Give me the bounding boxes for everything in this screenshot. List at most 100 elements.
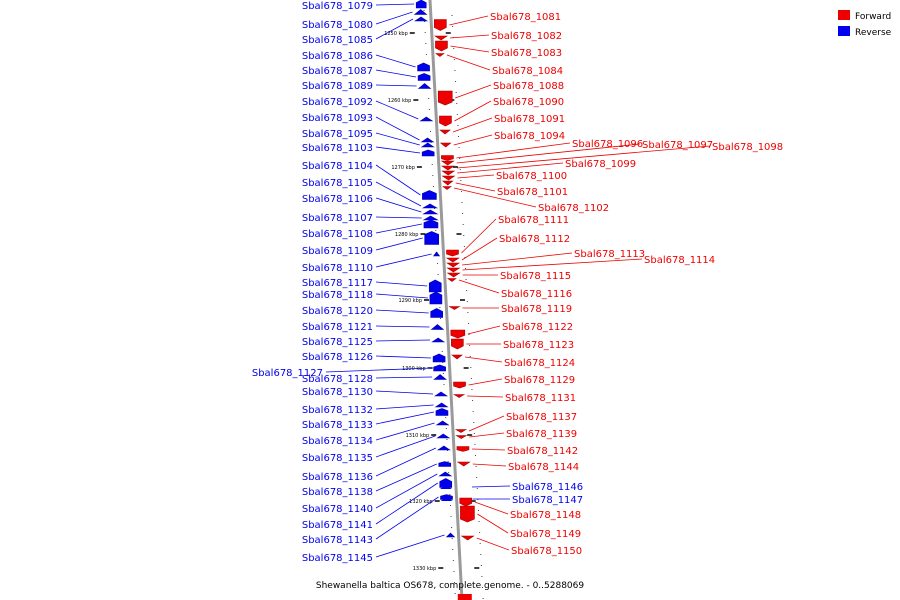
leader-Sbal678_1091	[452, 117, 493, 133]
label-Sbal678_1097: Sbal678_1097	[642, 140, 713, 151]
ruler-minor-dot	[473, 433, 475, 434]
ruler-minor-dot	[475, 466, 477, 467]
gene-Sbal678_1099	[441, 170, 456, 176]
gene-continuation	[457, 594, 472, 600]
leader-Sbal678_1102	[453, 187, 537, 208]
gene-Sbal678_1105	[421, 203, 439, 209]
label-Sbal678_1087: Sbal678_1087	[302, 66, 373, 77]
ruler-minor-dot	[467, 312, 469, 313]
ruler-minor-dot	[464, 257, 466, 258]
label-Sbal678_1093: Sbal678_1093	[302, 113, 373, 124]
ruler-minor-dot	[449, 494, 451, 495]
ruler-minor-dot	[443, 384, 445, 385]
ruler-minor-dot	[457, 136, 459, 137]
label-Sbal678_1091: Sbal678_1091	[494, 114, 565, 125]
leader-Sbal678_1120	[375, 309, 429, 314]
ruler-minor-dot	[465, 279, 467, 280]
ruler-minor-dot	[470, 367, 472, 368]
label-Sbal678_1109: Sbal678_1109	[302, 246, 373, 257]
label-Sbal678_1083: Sbal678_1083	[491, 48, 562, 59]
ruler-minor-dot	[472, 400, 474, 401]
gene-Sbal678_1135	[436, 433, 451, 439]
label-Sbal678_1140: Sbal678_1140	[302, 504, 373, 515]
label-Sbal678_1081: Sbal678_1081	[490, 12, 561, 23]
gene-Sbal678_1128	[433, 374, 447, 380]
gene-Sbal678_1134	[435, 420, 450, 426]
gene-Sbal678_1115	[446, 272, 461, 278]
ruler-minor-dot	[454, 593, 456, 594]
leader-Sbal678_1136	[375, 447, 437, 477]
leader-Sbal678_1089	[375, 84, 417, 87]
ruler-minor-dot	[455, 92, 457, 93]
label-Sbal678_1129: Sbal678_1129	[504, 375, 575, 386]
ruler-minor-dot	[452, 26, 454, 27]
gene-Sbal678_1100	[441, 175, 456, 181]
label-Sbal678_1142: Sbal678_1142	[507, 446, 578, 457]
leader-Sbal678_1130	[375, 390, 434, 395]
label-Sbal678_1116: Sbal678_1116	[501, 289, 572, 300]
ruler-minor-dot	[482, 587, 484, 588]
ruler-minor-dot	[476, 488, 478, 489]
leader-Sbal678_1122	[467, 325, 501, 335]
gene-Sbal678_1093	[420, 137, 435, 143]
leader-Sbal678_1141	[375, 482, 438, 525]
ruler-minor-dot	[428, 98, 430, 99]
ruler-minor-dot	[424, 21, 426, 22]
ruler-minor-dot	[479, 532, 481, 533]
gene-Sbal678_1143	[440, 494, 453, 500]
ruler-minor-dot	[460, 180, 462, 181]
label-Sbal678_1148: Sbal678_1148	[510, 510, 581, 521]
gene-Sbal678_1096	[441, 155, 454, 161]
ruler-minor-dot	[480, 554, 482, 555]
gene-Sbal678_1104	[422, 190, 437, 200]
ruler-minor-dot	[447, 461, 449, 462]
gene-Sbal678_1111	[446, 249, 459, 257]
ruler-minor-dot	[445, 428, 447, 429]
leader-Sbal678_1146	[471, 485, 511, 488]
leader-Sbal678_1140	[375, 473, 438, 509]
gene-Sbal678_1120	[430, 308, 443, 318]
gene-Sbal678_1136	[436, 445, 451, 451]
ruler-minor-dot	[482, 598, 484, 599]
ruler-minor-dot	[434, 208, 436, 209]
label-Sbal678_1117: Sbal678_1117	[302, 278, 373, 289]
label-Sbal678_1104: Sbal678_1104	[302, 161, 373, 172]
label-Sbal678_1111: Sbal678_1111	[498, 215, 569, 226]
label-Sbal678_1107: Sbal678_1107	[302, 213, 373, 224]
label-Sbal678_1106: Sbal678_1106	[302, 194, 373, 205]
gene-Sbal678_1124	[451, 354, 463, 360]
gene-Sbal678_1084	[435, 53, 445, 57]
ruler-minor-dot	[424, 32, 426, 33]
ruler-minor-dot	[466, 290, 468, 291]
ruler-minor-dot	[453, 571, 455, 572]
label-Sbal678_1085: Sbal678_1085	[302, 35, 373, 46]
gene-Sbal678_1110	[432, 251, 441, 257]
leader-Sbal678_1127	[325, 367, 432, 373]
ruler-minor-dot	[459, 158, 461, 159]
leader-Sbal678_1117	[375, 281, 428, 287]
gene-Sbal678_1126	[432, 353, 446, 363]
ruler-minor-dot	[431, 164, 433, 165]
leader-Sbal678_1097	[456, 143, 641, 164]
gene-Sbal678_1146	[439, 485, 452, 489]
gene-Sbal678_1088	[437, 90, 453, 106]
label-Sbal678_1143: Sbal678_1143	[302, 535, 373, 546]
leader-Sbal678_1111	[461, 218, 497, 254]
label-Sbal678_1110: Sbal678_1110	[302, 263, 373, 274]
gene-Sbal678_1087	[417, 73, 431, 81]
label-Sbal678_1095: Sbal678_1095	[302, 129, 373, 140]
label-Sbal678_1113: Sbal678_1113	[574, 249, 645, 260]
label-Sbal678_1080: Sbal678_1080	[302, 20, 373, 31]
ruler-tick-label: 1260 kbp	[388, 98, 412, 104]
ruler-minor-dot	[448, 472, 450, 473]
leader-Sbal678_1105	[375, 181, 422, 207]
leader-Sbal678_1079	[375, 3, 415, 6]
ruler-minor-dot	[481, 576, 483, 577]
leader-Sbal678_1084	[446, 54, 491, 71]
label-Sbal678_1090: Sbal678_1090	[493, 97, 564, 108]
gene-Sbal678_1144	[456, 461, 471, 467]
label-Sbal678_1135: Sbal678_1135	[302, 453, 373, 464]
ruler-minor-dot	[461, 202, 463, 203]
label-Sbal678_1094: Sbal678_1094	[494, 131, 565, 142]
